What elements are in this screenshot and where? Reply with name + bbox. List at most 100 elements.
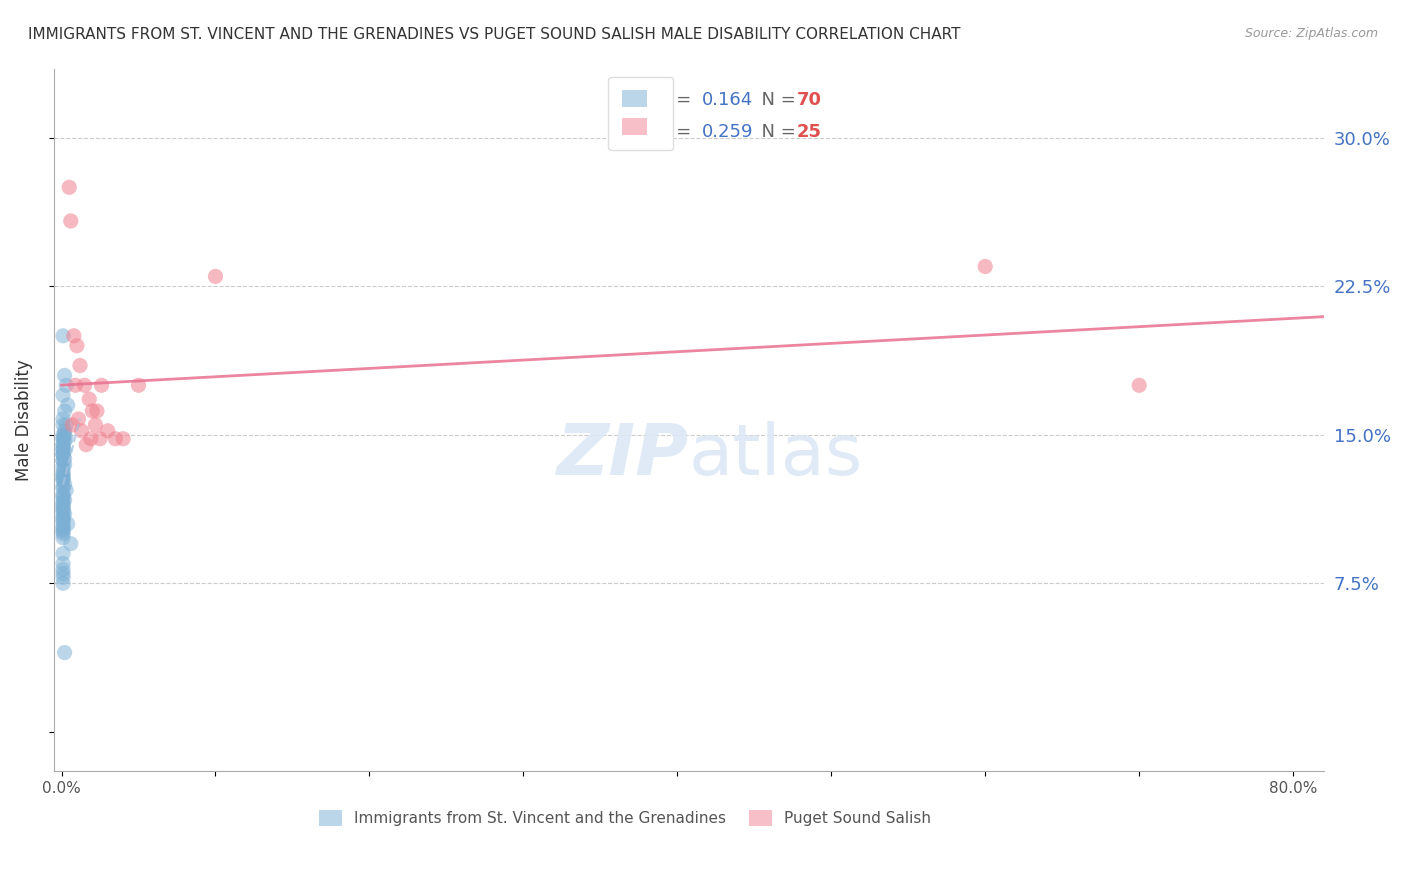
Point [128, 378, 150, 392]
Point [56, 398, 79, 412]
Point [55, 483, 77, 498]
Point [1128, 378, 1150, 392]
Point [52, 519, 75, 533]
Point [52, 526, 75, 541]
Point [53, 458, 76, 472]
Point [89, 432, 111, 446]
Point [52, 497, 75, 511]
Point [52, 521, 75, 535]
Point [52, 523, 75, 537]
Point [52, 328, 75, 343]
Point [52, 503, 75, 517]
Point [53, 404, 76, 418]
Text: 25: 25 [797, 123, 823, 141]
Point [53, 434, 76, 448]
Point [52, 487, 75, 501]
Y-axis label: Male Disability: Male Disability [15, 359, 32, 481]
Point [59, 214, 82, 228]
Text: N =: N = [749, 91, 801, 109]
Point [52, 515, 75, 529]
Point [52, 448, 75, 462]
Point [69, 359, 91, 373]
Point [52, 473, 75, 487]
Point [52, 443, 75, 458]
Point [52, 471, 75, 485]
Point [52, 491, 75, 505]
Text: atlas: atlas [689, 421, 863, 490]
Point [52, 489, 75, 503]
Point [90, 378, 112, 392]
Point [53, 646, 76, 660]
Point [104, 432, 127, 446]
Point [52, 459, 75, 474]
Point [56, 516, 79, 531]
Point [52, 427, 75, 442]
Point [52, 463, 75, 477]
Point [974, 260, 997, 274]
Point [52, 467, 75, 482]
Point [73, 378, 96, 392]
Text: N =: N = [749, 123, 801, 141]
Point [52, 495, 75, 509]
Point [58, 180, 80, 194]
Point [52, 531, 75, 545]
Point [52, 479, 75, 493]
Point [53, 477, 76, 491]
Point [65, 378, 87, 392]
Point [52, 442, 75, 456]
Point [63, 328, 86, 343]
Point [55, 417, 77, 432]
Point [53, 493, 76, 508]
Point [80, 432, 103, 446]
Point [52, 448, 75, 462]
Point [52, 438, 75, 452]
Point [52, 566, 75, 581]
Point [55, 378, 77, 392]
Text: R =: R = [658, 123, 697, 141]
Point [204, 269, 226, 284]
Text: 0.259: 0.259 [702, 123, 754, 141]
Point [53, 424, 76, 438]
Point [77, 392, 100, 406]
Point [84, 417, 107, 432]
Point [52, 471, 75, 485]
Point [52, 557, 75, 571]
Text: Source: ZipAtlas.com: Source: ZipAtlas.com [1244, 27, 1378, 40]
Point [52, 513, 75, 527]
Point [52, 511, 75, 525]
Point [53, 507, 76, 521]
Point [70, 424, 93, 438]
Point [53, 451, 76, 466]
Point [52, 417, 75, 432]
Point [52, 576, 75, 591]
Legend: Immigrants from St. Vincent and the Grenadines, Puget Sound Salish: Immigrants from St. Vincent and the Gren… [312, 803, 939, 834]
Text: R =: R = [658, 91, 697, 109]
Point [52, 388, 75, 402]
Point [52, 505, 75, 519]
Point [52, 501, 75, 516]
Point [53, 443, 76, 458]
Text: 70: 70 [797, 91, 823, 109]
Point [112, 432, 135, 446]
Point [52, 547, 75, 561]
Point [52, 570, 75, 584]
Point [55, 432, 77, 446]
Point [52, 524, 75, 539]
Point [52, 438, 75, 452]
Point [52, 412, 75, 426]
Point [97, 424, 120, 438]
Point [86, 404, 108, 418]
Point [52, 481, 75, 495]
Point [59, 537, 82, 551]
Point [52, 453, 75, 467]
Point [66, 339, 89, 353]
Point [53, 368, 76, 383]
Point [53, 427, 76, 442]
Point [52, 442, 75, 456]
Point [67, 412, 90, 426]
Text: 0.164: 0.164 [702, 91, 752, 109]
Point [52, 432, 75, 446]
Point [52, 467, 75, 482]
Point [60, 417, 83, 432]
Text: ZIP: ZIP [557, 421, 689, 490]
